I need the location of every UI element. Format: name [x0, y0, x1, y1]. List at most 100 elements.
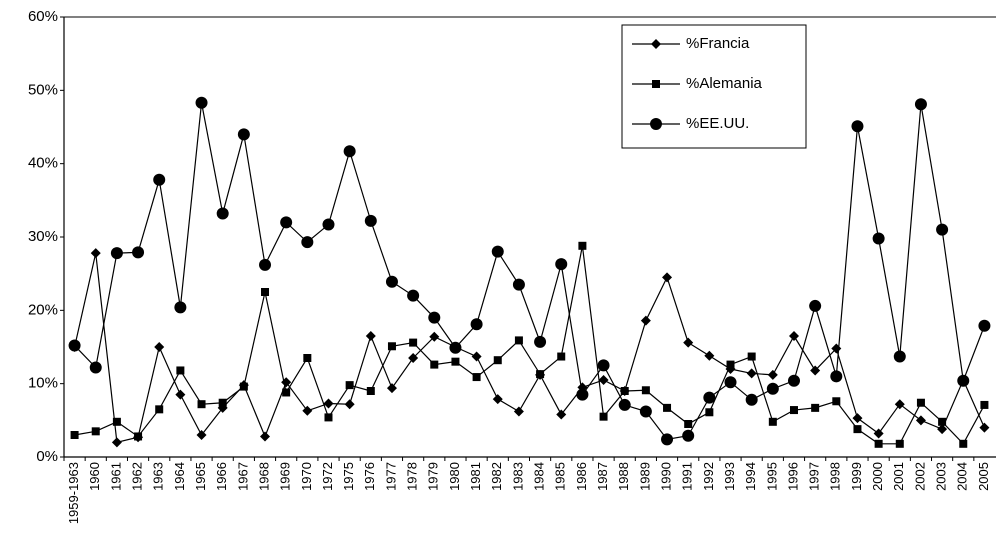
marker	[324, 413, 333, 422]
marker	[874, 439, 883, 448]
marker	[301, 236, 314, 249]
marker	[260, 431, 271, 442]
marker	[385, 275, 398, 288]
marker	[830, 370, 843, 383]
marker	[811, 403, 820, 412]
x-tick-label: 1983	[510, 462, 525, 491]
x-tick-label: 1959-1963	[66, 462, 81, 524]
x-tick-label: 1986	[574, 462, 589, 491]
marker	[936, 223, 949, 236]
marker	[366, 387, 375, 395]
marker	[598, 375, 609, 385]
x-tick-label: 1998	[828, 462, 843, 491]
marker	[894, 399, 905, 410]
x-tick-label: 1984	[532, 462, 547, 491]
x-tick-label: 1989	[637, 462, 652, 491]
marker	[746, 368, 757, 379]
marker	[132, 246, 145, 259]
marker	[282, 388, 291, 397]
x-tick-label: 1995	[764, 462, 779, 491]
marker	[895, 439, 904, 448]
x-tick-label: 1980	[447, 462, 462, 491]
marker	[239, 382, 248, 391]
x-tick-label: 1965	[193, 462, 208, 491]
marker	[682, 429, 695, 442]
marker	[514, 336, 523, 345]
x-tick-label: 1987	[595, 462, 610, 491]
series-line	[74, 245, 985, 445]
marker	[620, 387, 629, 395]
legend-label: %Alemania	[686, 75, 763, 92]
marker	[893, 350, 906, 363]
x-tick-label: 1999	[849, 462, 864, 491]
marker	[663, 403, 672, 412]
marker	[493, 356, 502, 365]
marker	[112, 417, 121, 426]
marker	[323, 398, 334, 409]
marker	[155, 405, 164, 414]
legend-label: %EE.UU.	[686, 115, 749, 132]
marker	[91, 427, 100, 436]
series-line	[74, 102, 985, 441]
marker	[938, 417, 947, 426]
marker	[153, 173, 166, 186]
marker	[302, 405, 313, 416]
marker	[216, 207, 229, 220]
marker	[154, 342, 165, 352]
x-tick-label: 1967	[235, 462, 250, 491]
marker	[195, 96, 208, 109]
x-tick-label: 2001	[891, 462, 906, 491]
x-tick-label: 2002	[912, 462, 927, 491]
marker	[578, 241, 587, 250]
x-tick-label: 2005	[976, 462, 991, 491]
marker	[810, 365, 821, 376]
marker	[789, 406, 798, 415]
marker	[534, 335, 547, 348]
marker	[937, 424, 948, 435]
marker	[110, 247, 123, 260]
marker	[979, 422, 990, 433]
marker	[365, 331, 376, 341]
marker	[175, 389, 186, 400]
marker	[344, 399, 355, 410]
marker	[851, 120, 864, 133]
x-tick-label: 1997	[807, 462, 822, 491]
marker	[651, 39, 661, 49]
marker	[430, 360, 439, 369]
marker	[788, 331, 799, 341]
x-tick-label: 1968	[256, 462, 271, 491]
x-tick-label: 1977	[383, 462, 398, 491]
marker	[196, 430, 207, 440]
x-tick-label: 1978	[405, 462, 420, 491]
marker	[70, 431, 79, 439]
marker	[639, 405, 652, 418]
x-tick-label: 1963	[151, 462, 166, 491]
x-tick-label: 1982	[489, 462, 504, 491]
marker	[451, 357, 460, 366]
marker	[556, 409, 567, 420]
x-tick-label: 2003	[934, 462, 949, 491]
marker	[536, 370, 545, 379]
marker	[470, 318, 483, 331]
marker	[747, 352, 756, 361]
marker	[641, 386, 650, 395]
x-tick-label: 2004	[955, 462, 970, 491]
marker	[174, 301, 187, 314]
marker	[134, 432, 143, 441]
x-tick-label: 1964	[172, 462, 187, 491]
marker	[259, 258, 272, 271]
marker	[768, 417, 777, 426]
marker	[640, 315, 651, 326]
marker	[599, 412, 608, 421]
marker	[662, 272, 673, 283]
marker	[386, 383, 397, 394]
marker	[513, 406, 524, 417]
marker	[809, 299, 822, 312]
marker	[618, 398, 631, 411]
marker	[652, 80, 660, 88]
marker	[90, 248, 101, 259]
marker	[703, 391, 716, 404]
x-tick-label: 1990	[658, 462, 673, 491]
marker	[832, 397, 841, 406]
marker	[555, 258, 568, 271]
